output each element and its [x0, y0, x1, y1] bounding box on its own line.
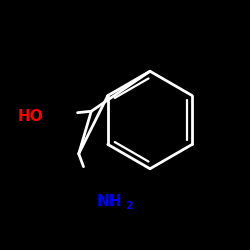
Text: NH: NH [96, 194, 122, 209]
Text: HO: HO [18, 109, 44, 124]
Text: 2: 2 [125, 201, 133, 211]
